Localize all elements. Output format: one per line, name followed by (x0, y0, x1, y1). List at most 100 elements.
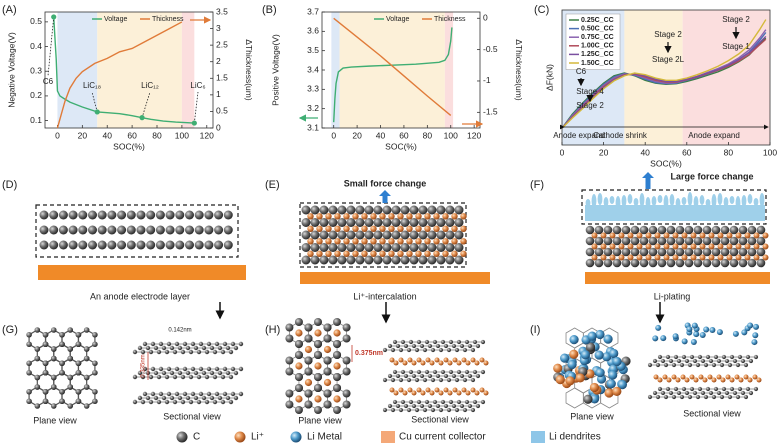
atom (735, 243, 742, 250)
dendrite (609, 196, 615, 204)
atom (42, 341, 49, 348)
atom (609, 348, 619, 359)
atom (660, 358, 666, 364)
atom (175, 225, 185, 235)
atom (304, 367, 313, 376)
atom (645, 254, 652, 261)
atom (655, 362, 661, 368)
hexagon (44, 386, 63, 407)
atom (172, 399, 178, 405)
atom (304, 334, 313, 343)
atom (480, 399, 486, 405)
atom (467, 373, 473, 379)
atom (732, 358, 738, 364)
atom (355, 255, 365, 265)
atom (639, 225, 649, 235)
atom (744, 232, 751, 239)
atom (142, 341, 148, 347)
atom (433, 213, 440, 220)
atom (214, 240, 224, 250)
atom (342, 356, 351, 365)
atom (591, 254, 598, 261)
atom (337, 243, 347, 252)
atom (310, 205, 320, 215)
atom (177, 395, 183, 401)
atom (569, 349, 579, 359)
atom (126, 240, 136, 250)
atom (150, 391, 156, 397)
atom (88, 240, 97, 250)
atom (316, 225, 323, 232)
atom (636, 243, 643, 250)
atom (720, 377, 726, 383)
atom (175, 210, 185, 220)
atom (673, 386, 679, 392)
dendrite (651, 196, 657, 206)
atom (403, 403, 409, 409)
atom (409, 255, 419, 265)
atom (612, 225, 622, 235)
legend-label: 0.75C_CC (581, 34, 614, 41)
atom (743, 374, 749, 380)
atom (708, 243, 715, 250)
atom (214, 391, 220, 397)
series-line (56, 21, 183, 129)
atom (445, 218, 455, 227)
atom (166, 341, 172, 347)
atom (214, 366, 220, 372)
atom (388, 238, 395, 245)
atom (621, 236, 631, 246)
atom (169, 370, 175, 376)
atom (711, 258, 721, 268)
atom (342, 367, 351, 376)
diagram-text: An anode electrode layer (90, 291, 190, 301)
atom (480, 369, 486, 375)
atom (436, 205, 446, 215)
atom (49, 240, 59, 250)
atom (204, 210, 214, 220)
atom (126, 210, 136, 220)
atom (693, 377, 699, 383)
atom (653, 374, 659, 380)
atom (334, 250, 341, 257)
atom (700, 358, 706, 364)
atom (395, 403, 401, 409)
atom (414, 377, 420, 383)
atom (721, 386, 727, 392)
atom (343, 238, 350, 245)
series-line (561, 19, 767, 129)
y2-tick-label: 0 (483, 13, 488, 23)
atom (702, 258, 712, 268)
atom (448, 369, 454, 375)
annotation: LiC₆ (190, 81, 205, 90)
legend-label: Voltage (104, 16, 127, 23)
atom (446, 347, 452, 353)
atom (388, 250, 395, 257)
atom (132, 374, 138, 380)
atom (583, 394, 593, 404)
atom (416, 369, 422, 375)
atom (34, 403, 41, 409)
atom (695, 362, 701, 368)
atom (175, 240, 185, 250)
atom (438, 360, 444, 366)
atom (34, 384, 41, 390)
atom (39, 240, 49, 250)
atom (217, 370, 223, 376)
diagram-text: Sectional view (163, 411, 221, 421)
atom (304, 389, 313, 398)
atom (464, 369, 470, 375)
dendrite (747, 194, 753, 204)
atom (436, 218, 446, 227)
atom (676, 390, 682, 396)
atom (194, 210, 204, 220)
y2-axis-label: ΔThickness(um) (514, 39, 524, 101)
dendrite (585, 199, 591, 207)
atom (445, 230, 455, 240)
legend-label: Thickness (434, 16, 466, 23)
atom (117, 240, 127, 250)
legend-label: Li⁺ (251, 432, 264, 443)
atom (337, 230, 347, 240)
atom (424, 213, 431, 220)
atom (720, 258, 730, 268)
